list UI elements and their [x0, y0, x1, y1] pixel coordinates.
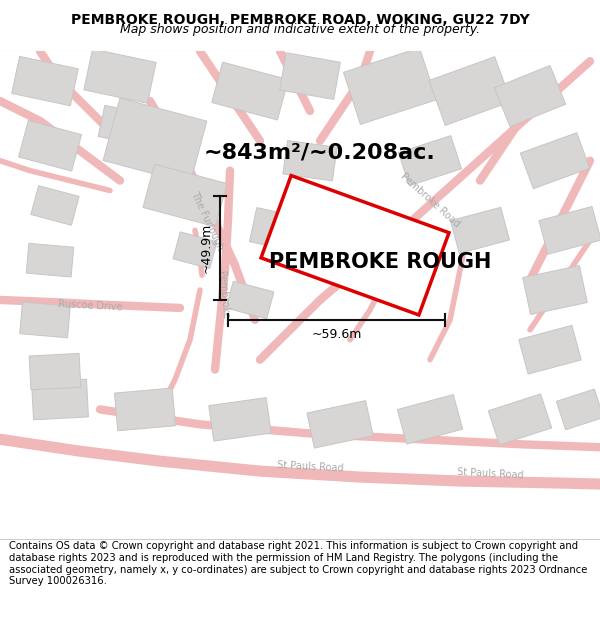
Polygon shape [103, 98, 207, 184]
Polygon shape [494, 66, 566, 127]
Polygon shape [523, 266, 587, 314]
Polygon shape [343, 48, 437, 124]
Text: ~49.9m: ~49.9m [199, 222, 212, 273]
Polygon shape [32, 379, 88, 420]
Text: Contains OS data © Crown copyright and database right 2021. This information is : Contains OS data © Crown copyright and d… [9, 541, 587, 586]
Polygon shape [397, 394, 463, 444]
Polygon shape [250, 208, 311, 253]
Polygon shape [209, 398, 271, 441]
Polygon shape [519, 326, 581, 374]
Polygon shape [539, 206, 600, 254]
Polygon shape [307, 401, 373, 448]
Polygon shape [84, 49, 156, 103]
Polygon shape [261, 176, 449, 315]
Text: The Furlough: The Furlough [189, 189, 225, 251]
Text: St Pauls Road: St Pauls Road [457, 468, 523, 481]
Polygon shape [31, 186, 79, 225]
Text: PEMBROKE ROUGH, PEMBROKE ROAD, WOKING, GU22 7DY: PEMBROKE ROUGH, PEMBROKE ROAD, WOKING, G… [71, 12, 529, 27]
Text: St Pauls Road: St Pauls Road [277, 461, 343, 474]
Polygon shape [26, 243, 74, 277]
Polygon shape [556, 389, 600, 430]
Polygon shape [283, 141, 337, 181]
Polygon shape [398, 136, 461, 186]
Polygon shape [429, 57, 511, 126]
Text: ~843m²/~0.208ac.: ~843m²/~0.208ac. [204, 142, 436, 162]
Polygon shape [226, 281, 274, 319]
Polygon shape [212, 62, 288, 120]
Polygon shape [488, 394, 552, 445]
Polygon shape [20, 302, 70, 338]
Polygon shape [451, 208, 509, 253]
Text: Pembroke Road: Pembroke Road [398, 171, 461, 229]
Polygon shape [12, 56, 78, 106]
Polygon shape [19, 121, 82, 171]
Polygon shape [280, 52, 340, 99]
Text: Ruscoe Drive: Ruscoe Drive [58, 299, 122, 312]
Text: ~59.6m: ~59.6m [311, 328, 362, 341]
Polygon shape [173, 232, 217, 269]
Polygon shape [520, 132, 590, 189]
Text: Map shows position and indicative extent of the property.: Map shows position and indicative extent… [120, 23, 480, 36]
Polygon shape [115, 388, 176, 431]
Polygon shape [29, 353, 81, 390]
Text: Pembroke: Pembroke [216, 271, 230, 319]
Text: PEMBROKE ROUGH: PEMBROKE ROUGH [269, 252, 491, 272]
Polygon shape [143, 164, 227, 227]
Polygon shape [98, 106, 152, 146]
